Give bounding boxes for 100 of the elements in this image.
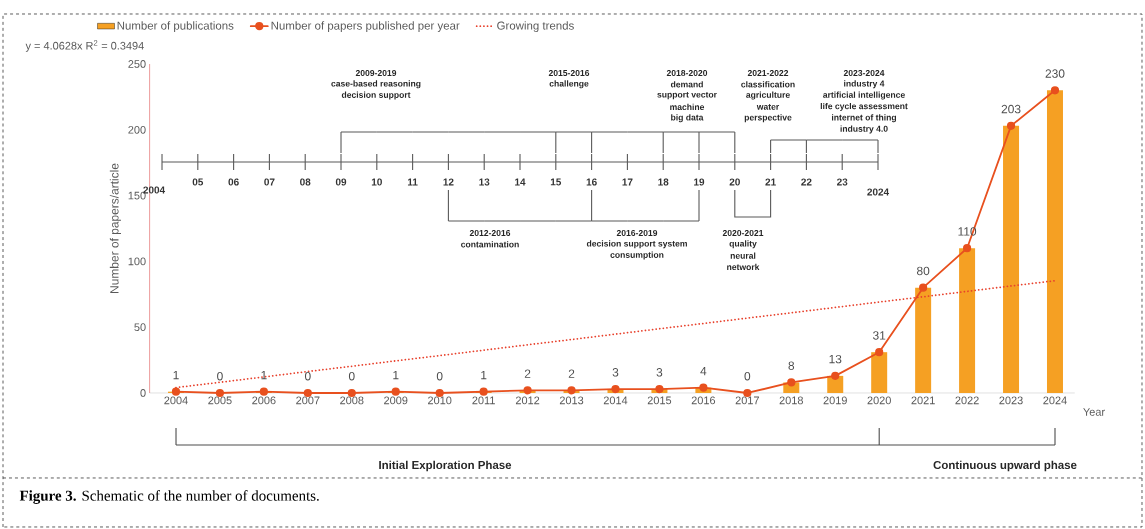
x-tick-label: 2005 (208, 396, 232, 405)
x-tick-label: 2019 (823, 396, 847, 405)
x-tick-label: 2011 (472, 396, 495, 405)
annotation: perspective (744, 114, 792, 123)
data-label: 0 (744, 372, 751, 381)
data-label: 0 (348, 372, 355, 381)
annotation: life cycle assessment (820, 102, 908, 111)
data-label: 0 (304, 372, 311, 381)
text: y = 4.0628x R$^{2}$ = 0.3494 (25, 40, 144, 52)
annotation: 15 (550, 178, 562, 186)
data-label: 1 (481, 370, 487, 380)
legend-label: Number of papers published per year (271, 21, 460, 32)
x-tick-label: 2022 (955, 396, 979, 405)
annotation: 09 (335, 178, 347, 186)
x-tick-label: 2012 (515, 396, 540, 405)
annotation: 14 (515, 178, 526, 186)
annotation: machine (670, 103, 705, 111)
x-tick-label: 2016 (691, 396, 716, 405)
annotation: 13 (479, 178, 490, 186)
data-label: 1 (393, 370, 399, 380)
annotation: 2018-2020 (666, 69, 708, 77)
annotation: 12 (443, 178, 454, 186)
annotation: demand (670, 81, 703, 88)
annotation: internet of thing (832, 114, 897, 123)
annotation: 2015-2016 (548, 69, 590, 77)
data-label: 0 (436, 372, 443, 381)
annotation: 22 (801, 178, 812, 186)
annotation: artificial intelligence (823, 91, 905, 100)
text: Continuous upward phase (933, 460, 1077, 472)
annotation: 2023-2024 (843, 69, 885, 77)
x-tick-label: 2017 (735, 396, 759, 405)
annotation: 17 (622, 178, 633, 186)
annotation: consumption (610, 251, 664, 260)
data-label: 3 (656, 368, 663, 377)
annotation: industry 4 (844, 80, 885, 89)
annotation: 2009-2019 (355, 69, 397, 77)
data-label: 203 (1001, 104, 1021, 114)
data-label: 230 (1045, 69, 1065, 78)
annotation: contamination (461, 241, 519, 248)
y-tick-label: 0 (140, 389, 146, 397)
x-tick-label: 2007 (296, 396, 320, 405)
annotation: agriculture (746, 91, 790, 100)
x-tick-label: 2020 (867, 396, 891, 405)
x-tick-label: 2006 (252, 396, 276, 405)
x-tick-label: 2014 (603, 396, 628, 405)
data-label: 2 (524, 369, 531, 378)
annotation: 11 (407, 178, 418, 186)
x-tick-label: 2008 (340, 396, 364, 405)
data-label: 8 (788, 361, 795, 370)
annotation: 16 (586, 178, 597, 186)
annotation: 19 (694, 178, 705, 186)
annotation: 06 (228, 178, 239, 186)
data-label: 1 (261, 370, 267, 380)
annotation: quality (729, 240, 757, 249)
x-tick-label: 2013 (559, 396, 584, 405)
x-tick-label: 2021 (911, 396, 935, 405)
annotation: 07 (264, 178, 275, 186)
annotation: 2016-2019 (616, 229, 658, 237)
annotation: 21 (765, 178, 776, 186)
annotation: 18 (658, 178, 669, 186)
text: Figure 3. Schematic of the number of documents. (19, 490, 319, 504)
annotation: industry 4.0 (840, 125, 888, 134)
data-label: 80 (917, 266, 930, 276)
annotation: support vector (657, 91, 717, 100)
x-tick-label: 2018 (779, 396, 803, 405)
data-label: 0 (217, 372, 223, 381)
data-label: 13 (829, 354, 842, 364)
data-label: 2 (568, 369, 575, 378)
annotation: 2020-2021 (722, 229, 764, 237)
annotation: 2012-2016 (469, 229, 511, 237)
annotation: water (756, 104, 780, 110)
x-tick-label: 2015 (647, 396, 672, 405)
annotation: 08 (300, 178, 311, 186)
x-axis-title: Year (1083, 408, 1105, 416)
x-tick-label: 2004 (164, 396, 188, 405)
x-tick-label: 2009 (384, 396, 408, 405)
legend-label: Number of publications (117, 21, 234, 32)
y-tick-label: 100 (128, 257, 146, 266)
y-tick-label: 50 (134, 323, 146, 332)
annotation: decision support system (586, 240, 687, 249)
y-tick-label: 250 (128, 60, 146, 68)
x-tick-label: 2010 (428, 396, 452, 405)
annotation: decision support (341, 91, 411, 100)
annotation: neural (730, 252, 756, 259)
annotation: challenge (549, 80, 589, 89)
annotation: case-based reasoning (331, 80, 421, 89)
annotation: 23 (837, 178, 848, 186)
annotation: classification (741, 81, 795, 88)
annotation: 2021-2022 (747, 69, 789, 77)
y-axis-title: Number of papers/article (109, 163, 121, 293)
legend-label: Growing trends (497, 21, 574, 32)
text: Initial Exploration Phase (379, 460, 512, 472)
data-label: 3 (612, 368, 619, 377)
annotation: network (727, 263, 760, 271)
annotation: 05 (192, 178, 204, 186)
data-label: 1 (173, 370, 179, 380)
y-tick-label: 200 (128, 125, 146, 134)
x-tick-label: 2024 (1043, 396, 1067, 405)
annotation: big data (671, 114, 704, 123)
annotation: 10 (371, 178, 382, 186)
